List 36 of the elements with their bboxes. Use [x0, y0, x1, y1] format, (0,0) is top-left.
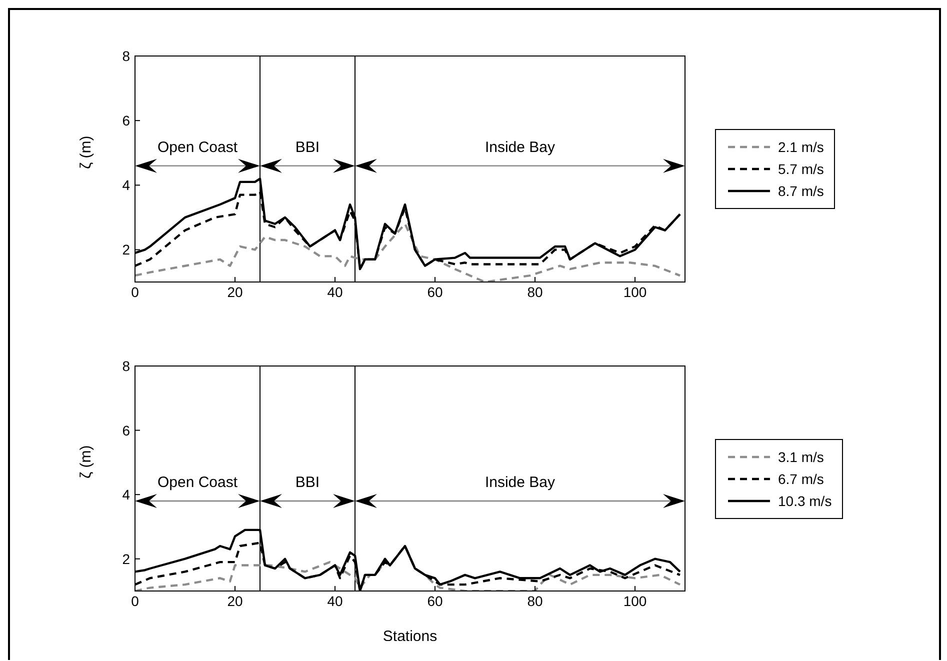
y-tick-label: 4 — [122, 486, 130, 503]
x-tick-label: 80 — [527, 592, 543, 609]
legend-label: 5.7 m/s — [778, 161, 824, 177]
annotation: Inside Bay — [484, 138, 556, 156]
x-tick-label: 40 — [327, 284, 343, 300]
x-tick-label: 20 — [227, 592, 243, 609]
y-tick-label: 4 — [122, 177, 130, 194]
annotation: BBI — [295, 474, 320, 491]
y-tick-label: 6 — [122, 422, 130, 438]
x-tick-label: 100 — [623, 284, 647, 300]
x-axis-title: Stations — [382, 628, 438, 645]
x-tick-label: 0 — [131, 284, 140, 300]
line-series — [135, 222, 682, 282]
y-axis-title: ζ (m) — [77, 136, 94, 169]
x-tick-label: 40 — [327, 592, 343, 609]
y-tick-label: 8 — [122, 358, 130, 374]
legend-label: 8.7 m/s — [778, 183, 824, 199]
annotation: Inside Bay — [484, 474, 556, 491]
x-tick-label: 60 — [427, 284, 443, 300]
y-tick-label: 8 — [122, 48, 130, 64]
x-tick-label: 20 — [227, 284, 243, 300]
annotation: Open Coast — [157, 474, 238, 491]
annotation: BBI — [295, 138, 320, 156]
y-tick-label: 2 — [122, 242, 130, 258]
x-tick-label: 100 — [623, 592, 647, 609]
legend-label: 3.1 m/s — [778, 448, 824, 464]
y-tick-label: 2 — [122, 550, 130, 567]
x-tick-label: 60 — [427, 592, 443, 609]
y-tick-label: 6 — [122, 112, 130, 129]
y-axis-title: ζ (m) — [77, 445, 94, 478]
legend-label: 6.7 m/s — [778, 470, 824, 486]
x-tick-label: 80 — [527, 284, 543, 300]
legend-label: 2.1 m/s — [778, 139, 824, 155]
x-tick-label: 0 — [131, 592, 140, 609]
legend-label: 10.3 m/s — [778, 492, 832, 508]
annotation: Open Coast — [157, 138, 238, 156]
